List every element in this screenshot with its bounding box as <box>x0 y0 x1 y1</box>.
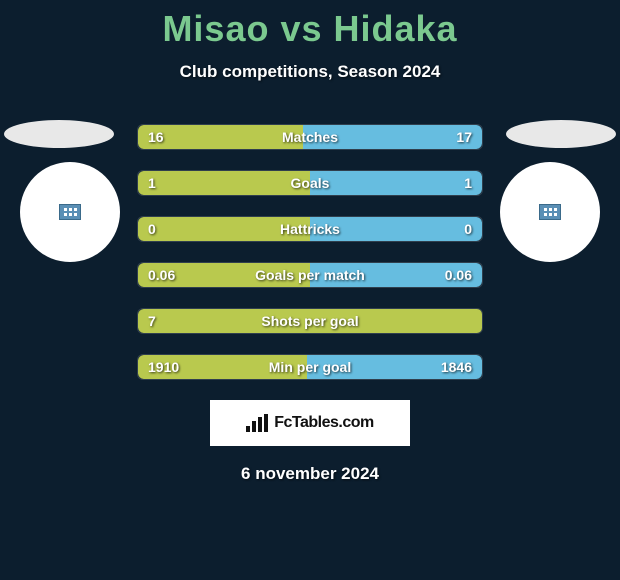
stat-row: 1 1 Goals <box>137 170 483 196</box>
stat-row: 0.06 0.06 Goals per match <box>137 262 483 288</box>
stat-label: Min per goal <box>269 359 351 375</box>
stat-row: 16 17 Matches <box>137 124 483 150</box>
stat-value-right: 1 <box>464 175 472 191</box>
footer-date: 6 november 2024 <box>0 464 620 484</box>
stat-label: Shots per goal <box>261 313 358 329</box>
stat-label: Hattricks <box>280 221 340 237</box>
subtitle: Club competitions, Season 2024 <box>0 62 620 82</box>
stat-value-left: 1 <box>148 175 156 191</box>
flag-icon <box>539 204 561 220</box>
stat-value-left: 0.06 <box>148 267 175 283</box>
stat-bars: 16 17 Matches 1 1 Goals 0 0 Hattricks 0.06 0.06 Goa… <box>137 124 483 380</box>
left-player-badge <box>20 162 120 262</box>
stat-value-right: 0.06 <box>445 267 472 283</box>
stat-value-left: 0 <box>148 221 156 237</box>
stat-value-left: 16 <box>148 129 164 145</box>
stat-label: Goals per match <box>255 267 365 283</box>
page-title: Misao vs Hidaka <box>0 0 620 50</box>
left-ellipse-decoration <box>4 120 114 148</box>
stat-value-left: 7 <box>148 313 156 329</box>
stat-fill-right <box>310 171 482 195</box>
right-player-badge <box>500 162 600 262</box>
stat-value-right: 1846 <box>441 359 472 375</box>
stat-value-right: 17 <box>456 129 472 145</box>
stat-row: 0 0 Hattricks <box>137 216 483 242</box>
stat-fill-left <box>138 171 310 195</box>
flag-icon <box>59 204 81 220</box>
right-ellipse-decoration <box>506 120 616 148</box>
logo-text: FcTables.com <box>274 414 374 432</box>
comparison-panel: 16 17 Matches 1 1 Goals 0 0 Hattricks 0.06 0.06 Goa… <box>0 124 620 484</box>
stat-row: 7 Shots per goal <box>137 308 483 334</box>
site-logo: FcTables.com <box>210 400 410 446</box>
bar-chart-icon <box>246 414 268 432</box>
stat-label: Matches <box>282 129 338 145</box>
stat-value-right: 0 <box>464 221 472 237</box>
stat-value-left: 1910 <box>148 359 179 375</box>
stat-row: 1910 1846 Min per goal <box>137 354 483 380</box>
stat-label: Goals <box>291 175 330 191</box>
